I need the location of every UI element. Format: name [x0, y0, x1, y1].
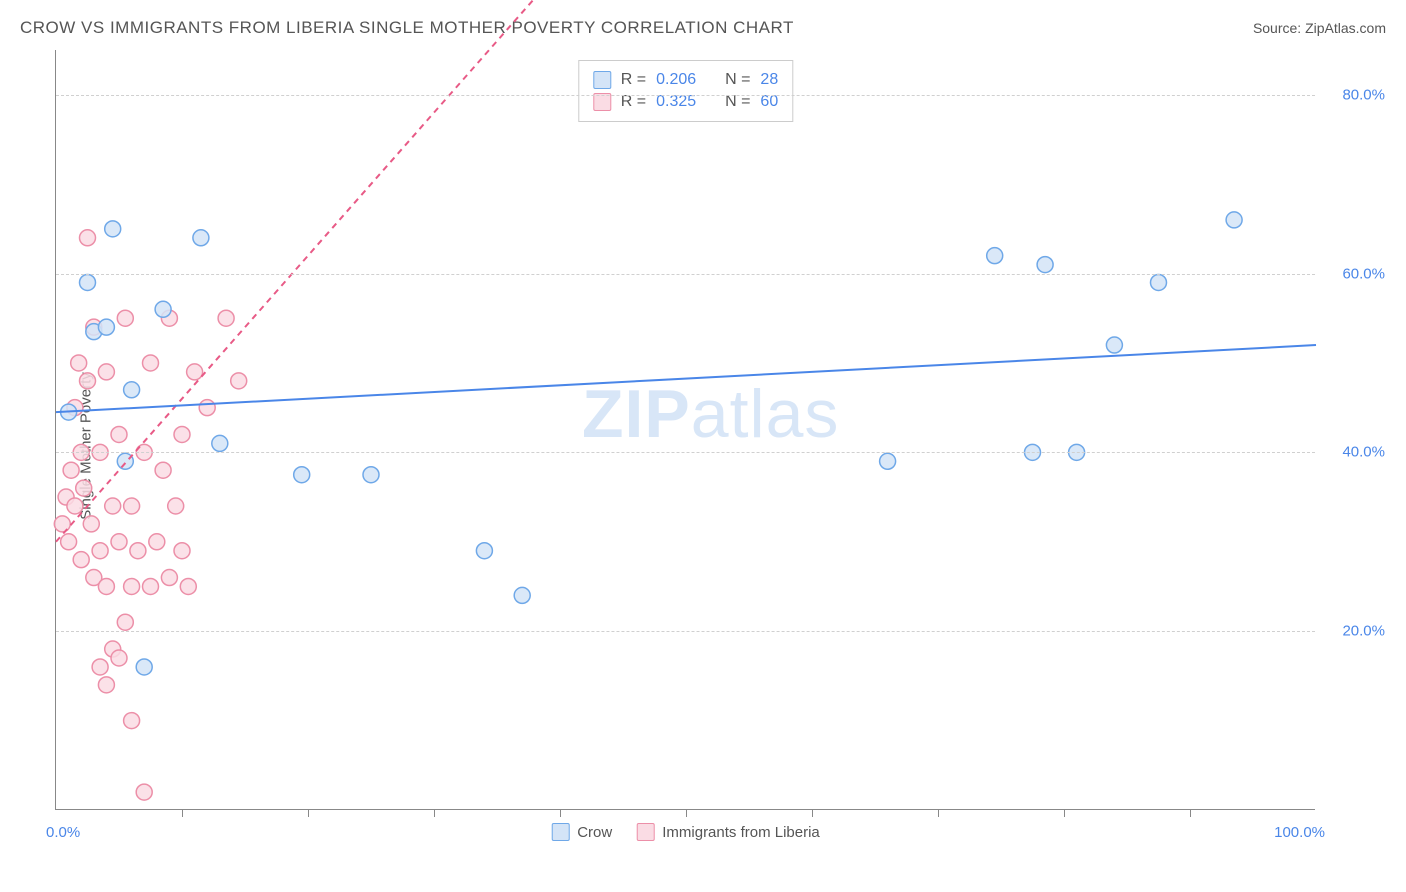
data-point — [98, 364, 114, 380]
data-point — [76, 480, 92, 496]
data-point — [124, 382, 140, 398]
legend-label-liberia: Immigrants from Liberia — [662, 824, 820, 841]
data-point — [174, 543, 190, 559]
data-point — [124, 498, 140, 514]
r-label: R = — [621, 71, 646, 89]
data-point — [67, 498, 83, 514]
data-point — [363, 467, 379, 483]
gridline-h — [56, 274, 1315, 275]
x-tick — [434, 809, 435, 817]
data-point — [174, 426, 190, 442]
data-point — [111, 534, 127, 550]
data-point — [98, 319, 114, 335]
data-point — [155, 301, 171, 317]
data-point — [54, 516, 70, 532]
data-point — [1037, 257, 1053, 273]
data-point — [111, 650, 127, 666]
data-point — [180, 578, 196, 594]
x-tick — [1064, 809, 1065, 817]
data-point — [136, 784, 152, 800]
data-point — [1151, 274, 1167, 290]
y-tick-label: 20.0% — [1325, 623, 1385, 640]
source-label: Source: — [1253, 20, 1305, 36]
data-point — [111, 426, 127, 442]
data-point — [294, 467, 310, 483]
y-tick-label: 60.0% — [1325, 265, 1385, 282]
legend-item-crow: Crow — [551, 823, 612, 841]
title-bar: CROW VS IMMIGRANTS FROM LIBERIA SINGLE M… — [20, 18, 1386, 38]
data-point — [130, 543, 146, 559]
data-point — [149, 534, 165, 550]
data-point — [231, 373, 247, 389]
y-tick-label: 40.0% — [1325, 444, 1385, 461]
data-point — [80, 230, 96, 246]
r-value-crow: 0.206 — [656, 71, 696, 89]
source-attribution: Source: ZipAtlas.com — [1253, 20, 1386, 36]
data-point — [476, 543, 492, 559]
chart-svg — [56, 50, 1315, 809]
source-name: ZipAtlas.com — [1305, 20, 1386, 36]
data-point — [98, 578, 114, 594]
data-point — [92, 543, 108, 559]
data-point — [71, 355, 87, 371]
data-point — [1106, 337, 1122, 353]
data-point — [105, 221, 121, 237]
data-point — [193, 230, 209, 246]
data-point — [105, 498, 121, 514]
legend-swatch-crow — [551, 823, 569, 841]
n-value-crow: 28 — [760, 71, 778, 89]
stats-box: R = 0.206 N = 28 R = 0.325 N = 60 — [578, 60, 793, 122]
stats-swatch-crow — [593, 71, 611, 89]
gridline-h — [56, 631, 1315, 632]
gridline-h — [56, 95, 1315, 96]
data-point — [124, 578, 140, 594]
bottom-legend: Crow Immigrants from Liberia — [551, 823, 820, 841]
gridline-h — [56, 452, 1315, 453]
data-point — [880, 453, 896, 469]
data-point — [61, 534, 77, 550]
data-point — [92, 659, 108, 675]
data-point — [73, 552, 89, 568]
data-point — [136, 659, 152, 675]
x-tick — [560, 809, 561, 817]
data-point — [63, 462, 79, 478]
data-point — [143, 578, 159, 594]
data-point — [98, 677, 114, 693]
y-tick-label: 80.0% — [1325, 86, 1385, 103]
data-point — [168, 498, 184, 514]
x-tick — [938, 809, 939, 817]
data-point — [187, 364, 203, 380]
data-point — [80, 274, 96, 290]
data-point — [514, 587, 530, 603]
data-point — [218, 310, 234, 326]
stats-row-crow: R = 0.206 N = 28 — [593, 69, 778, 91]
chart-title: CROW VS IMMIGRANTS FROM LIBERIA SINGLE M… — [20, 18, 794, 38]
data-point — [83, 516, 99, 532]
legend-swatch-liberia — [636, 823, 654, 841]
data-point — [161, 570, 177, 586]
data-point — [212, 435, 228, 451]
n-label: N = — [725, 71, 750, 89]
x-tick — [686, 809, 687, 817]
data-point — [199, 400, 215, 416]
plot-area: ZIPatlas R = 0.206 N = 28 R = 0.325 N = … — [55, 50, 1315, 810]
legend-item-liberia: Immigrants from Liberia — [636, 823, 820, 841]
data-point — [117, 614, 133, 630]
data-point — [124, 713, 140, 729]
x-axis-min-label: 0.0% — [46, 824, 80, 841]
data-point — [117, 310, 133, 326]
x-tick — [812, 809, 813, 817]
data-point — [987, 248, 1003, 264]
data-point — [155, 462, 171, 478]
x-tick — [308, 809, 309, 817]
x-axis-max-label: 100.0% — [1274, 824, 1325, 841]
x-tick — [1190, 809, 1191, 817]
data-point — [1226, 212, 1242, 228]
legend-label-crow: Crow — [577, 824, 612, 841]
data-point — [143, 355, 159, 371]
x-tick — [182, 809, 183, 817]
data-point — [80, 373, 96, 389]
